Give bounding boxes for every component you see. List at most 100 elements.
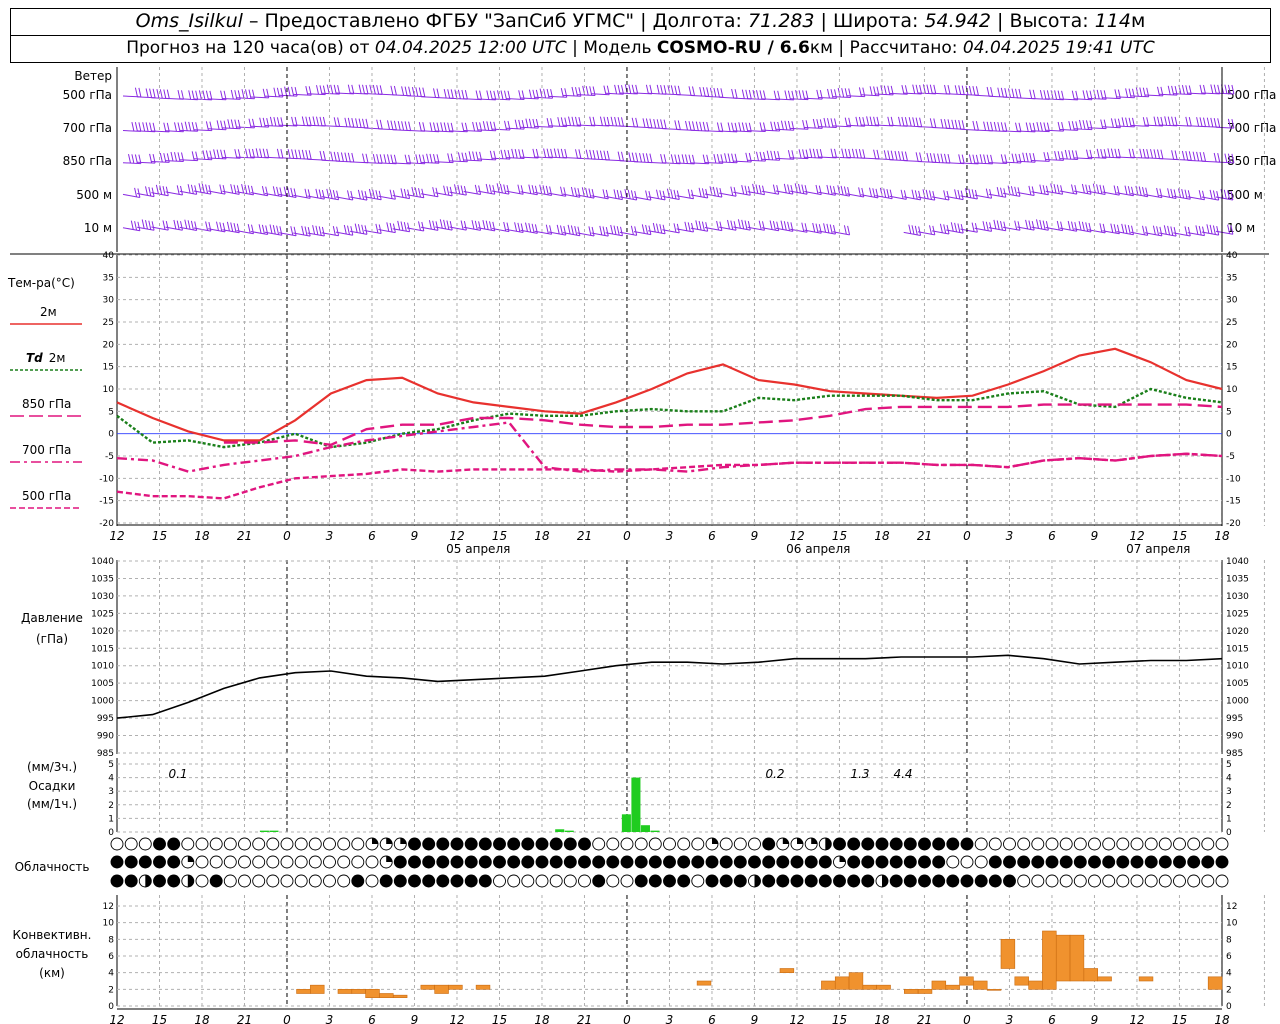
wind-barb — [335, 84, 355, 95]
cloud-cover-symbol — [677, 837, 691, 851]
wind-barb — [250, 224, 269, 235]
conv-ytick-label: 12 — [103, 902, 114, 912]
time-tick-label: 18 — [534, 529, 550, 543]
wind-barb — [279, 149, 298, 160]
time-tick-label-bottom: 15 — [492, 1013, 507, 1024]
wind-barb — [165, 185, 183, 196]
time-tick-label: 15 — [832, 529, 847, 543]
cloud-cover-symbol — [365, 855, 379, 869]
lat-value: 54.942 — [924, 10, 991, 32]
precip-ytick-label-right: 1 — [1226, 814, 1232, 824]
wind-barb — [619, 152, 639, 163]
calc-label: Рассчитано: — [849, 38, 958, 58]
wind-barb — [832, 148, 852, 159]
wind-barb — [293, 149, 312, 160]
cloud-cover-symbol — [1059, 837, 1073, 851]
cloud-cover-symbol — [238, 837, 251, 851]
wind-barb — [591, 225, 609, 237]
wind-barb — [889, 150, 908, 162]
model-name: COSMO-RU / 6.6 — [656, 38, 810, 58]
wind-barb — [633, 118, 653, 129]
wind-barb — [520, 184, 538, 196]
time-tick-label: 12 — [449, 529, 464, 543]
cloud-cover-symbol — [634, 837, 648, 851]
wind-barb — [264, 224, 283, 236]
wind-barb — [946, 189, 964, 201]
wind-barb — [719, 186, 737, 197]
cloud-cover-symbol — [266, 837, 280, 851]
wind-barb — [875, 85, 894, 96]
wind-barb — [1003, 88, 1022, 99]
time-tick-label-bottom: 12 — [1129, 1013, 1144, 1024]
time-tick-label-bottom: 18 — [874, 1013, 890, 1024]
conv-cloud-bar — [351, 989, 366, 994]
conv-title-line1: Конвективн. — [13, 928, 92, 942]
time-tick-label-bottom: 6 — [368, 1013, 376, 1024]
time-tick-label: 9 — [751, 529, 759, 543]
wind-barbs — [122, 84, 1235, 237]
time-tick-label-bottom: 15 — [1172, 1013, 1187, 1024]
cloud-cover-symbol — [323, 837, 336, 851]
wind-barb — [1074, 221, 1092, 233]
wind-barb — [179, 121, 199, 132]
time-tick-label-bottom: 12 — [109, 1013, 124, 1024]
lon-value: 71.283 — [747, 10, 815, 32]
cloud-cover-symbol — [209, 837, 223, 851]
conv-ytick-label: 2 — [108, 985, 114, 995]
conv-cloud-bar — [1138, 976, 1154, 982]
wind-barb — [222, 184, 240, 195]
cloud-cover-symbol — [1158, 837, 1172, 851]
cloud-cover-symbol — [1130, 874, 1144, 888]
cloud-cover-symbol — [181, 837, 195, 851]
cloud-cover-symbol — [1017, 874, 1031, 888]
wind-barb — [307, 225, 325, 237]
temp-ytick-label: 20 — [103, 340, 115, 350]
wind-barb — [307, 85, 326, 96]
wind-barb — [974, 154, 994, 165]
cloud-cover-symbol — [252, 874, 266, 888]
conv-cloud-bar — [1028, 980, 1043, 990]
wind-barb — [960, 154, 979, 165]
wind-barb — [676, 189, 694, 200]
wind-barb — [378, 120, 397, 131]
wind-barb — [662, 85, 681, 96]
cloud-cover-symbol — [464, 837, 478, 851]
wind-barb — [761, 121, 781, 132]
temp-ytick-label: 15 — [103, 363, 114, 373]
cloud-cover-symbol — [705, 855, 719, 869]
wind-barb — [1144, 225, 1163, 237]
wind-barb — [137, 88, 156, 99]
wind-barb — [562, 186, 581, 198]
cloud-cover-symbol — [903, 874, 917, 888]
wind-barb — [1187, 151, 1206, 162]
wind-barb — [932, 190, 950, 201]
pressure-ytick-label: 1020 — [91, 627, 114, 637]
wind-barb — [719, 122, 738, 133]
wind-barb — [1159, 188, 1177, 199]
cloud-cover-symbol — [308, 874, 322, 888]
wind-barb — [1187, 117, 1206, 128]
wind-barb — [733, 184, 751, 196]
conv-cloud-bar — [434, 984, 449, 994]
wind-barb — [747, 220, 765, 231]
wind-barb — [222, 119, 241, 130]
wind-barb — [364, 84, 383, 95]
cloud-cover-symbol — [733, 855, 747, 869]
temp-ytick-label-right: -10 — [1226, 474, 1241, 484]
wind-barb — [435, 88, 454, 99]
cloud-cover-symbol — [663, 837, 676, 851]
wind-barb — [406, 154, 426, 165]
wind-barb — [988, 87, 1008, 98]
wind-barb — [832, 225, 851, 236]
wind-barb — [903, 189, 922, 201]
wind-barb — [264, 186, 283, 197]
cloud-cover-symbol — [606, 874, 620, 888]
wind-barb — [208, 221, 226, 233]
cloud-cover-symbol — [521, 874, 535, 888]
cloud-cover-symbol — [946, 855, 960, 869]
wind-barb — [1159, 116, 1178, 127]
wind-barb — [1173, 188, 1191, 200]
wind-barb — [818, 88, 837, 99]
temp-ytick-label-right: 15 — [1226, 363, 1237, 373]
